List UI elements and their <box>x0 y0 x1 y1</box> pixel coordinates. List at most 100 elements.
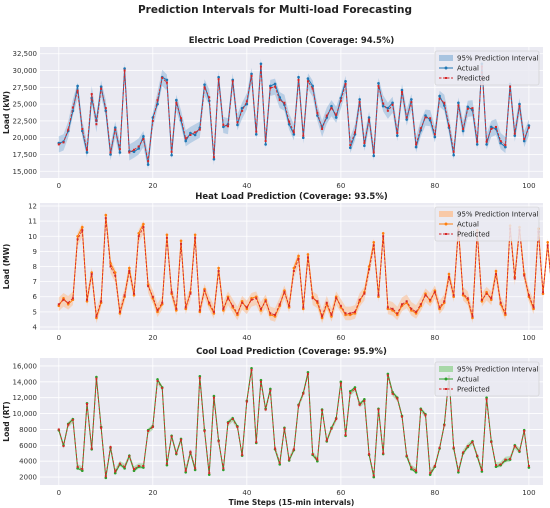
actual-point <box>165 233 169 237</box>
predicted-point <box>490 441 493 444</box>
actual-point <box>137 147 141 150</box>
predicted-point <box>156 309 159 312</box>
predicted-point <box>410 466 413 469</box>
x-tick-label: 0 <box>57 489 61 497</box>
figure-title: Prediction Intervals for Multi-load Fore… <box>137 4 413 16</box>
predicted-point <box>523 274 526 277</box>
actual-point <box>358 98 361 101</box>
actual-point <box>367 116 371 119</box>
predicted-point <box>382 102 385 105</box>
actual-point <box>344 79 347 83</box>
predicted-point <box>396 312 399 315</box>
predicted-point <box>321 315 324 318</box>
actual-point <box>81 225 84 229</box>
predicted-point <box>194 467 197 470</box>
predicted-point <box>90 273 93 276</box>
panel-title: Electric Load Prediction (Coverage: 94.5… <box>189 36 395 46</box>
predicted-point <box>466 297 469 300</box>
predicted-point <box>447 124 450 127</box>
predicted-point <box>377 408 380 411</box>
predicted-point <box>386 109 389 112</box>
predicted-point <box>405 116 408 119</box>
predicted-point <box>485 292 488 295</box>
predicted-point <box>330 313 333 316</box>
predicted-point <box>142 464 145 467</box>
x-tick-label: 100 <box>522 182 535 190</box>
predicted-point <box>466 107 469 110</box>
predicted-point <box>283 427 286 430</box>
predicted-point <box>180 438 183 441</box>
predicted-point <box>198 309 201 312</box>
predicted-point <box>288 120 291 123</box>
predicted-point <box>499 140 502 143</box>
predicted-point <box>283 291 286 294</box>
actual-point <box>113 126 117 129</box>
predicted-point <box>222 123 225 126</box>
predicted-point <box>419 303 422 306</box>
predicted-point <box>499 463 502 466</box>
predicted-point <box>353 310 356 313</box>
predicted-point <box>504 458 507 461</box>
actual-point <box>297 75 300 79</box>
predicted-point <box>292 131 295 134</box>
legend-marker-actual <box>444 377 448 381</box>
predicted-point <box>118 310 121 313</box>
actual-point <box>414 145 418 149</box>
predicted-point <box>527 464 530 467</box>
predicted-point <box>462 292 465 295</box>
predicted-point <box>532 306 535 309</box>
predicted-point <box>429 117 432 120</box>
predicted-point <box>104 475 107 478</box>
legend-marker-predicted <box>445 77 447 79</box>
predicted-point <box>302 134 305 137</box>
predicted-point <box>255 130 258 133</box>
predicted-point <box>335 297 338 300</box>
actual-point <box>475 143 479 146</box>
predicted-point <box>189 450 192 453</box>
actual-point <box>118 151 122 154</box>
predicted-point <box>151 119 154 122</box>
actual-point <box>109 153 112 156</box>
predicted-point <box>297 78 300 81</box>
predicted-point <box>217 440 220 443</box>
predicted-point <box>241 453 244 456</box>
predicted-point <box>231 418 234 421</box>
predicted-point <box>175 452 178 455</box>
predicted-point <box>335 113 338 116</box>
legend: 95% Prediction Interval Actual Predicted <box>434 206 540 242</box>
predicted-point <box>386 374 389 377</box>
predicted-point <box>509 457 512 460</box>
y-tick-label: 4 <box>33 323 38 331</box>
predicted-point <box>363 292 366 295</box>
predicted-point <box>288 304 291 307</box>
actual-point <box>250 72 253 76</box>
predicted-point <box>231 304 234 307</box>
y-tick-label: 10 <box>28 233 37 241</box>
predicted-point <box>104 217 107 220</box>
predicted-point <box>227 422 230 425</box>
actual-point <box>499 141 502 145</box>
predicted-point <box>339 99 342 102</box>
actual-point <box>193 133 197 137</box>
predicted-point <box>274 85 277 88</box>
predicted-point <box>480 468 483 471</box>
actual-point <box>273 82 277 86</box>
actual-point <box>386 106 390 110</box>
legend: 95% Prediction Interval Actual Predicted <box>434 50 540 86</box>
predicted-point <box>288 458 291 461</box>
predicted-point <box>349 144 352 147</box>
predicted-point <box>227 297 230 300</box>
predicted-point <box>161 301 164 304</box>
predicted-point <box>316 458 319 461</box>
y-tick-label: 27,500 <box>13 84 38 92</box>
panel-title: Cool Load Prediction (Coverage: 95.9%) <box>196 347 387 357</box>
actual-point <box>438 94 441 98</box>
predicted-point <box>259 65 262 68</box>
predicted-point <box>424 294 427 297</box>
actual-point <box>179 239 183 243</box>
actual-point <box>165 78 169 82</box>
predicted-point <box>203 430 206 433</box>
predicted-point <box>118 148 121 151</box>
predicted-point <box>62 298 65 301</box>
actual-point <box>189 131 192 135</box>
